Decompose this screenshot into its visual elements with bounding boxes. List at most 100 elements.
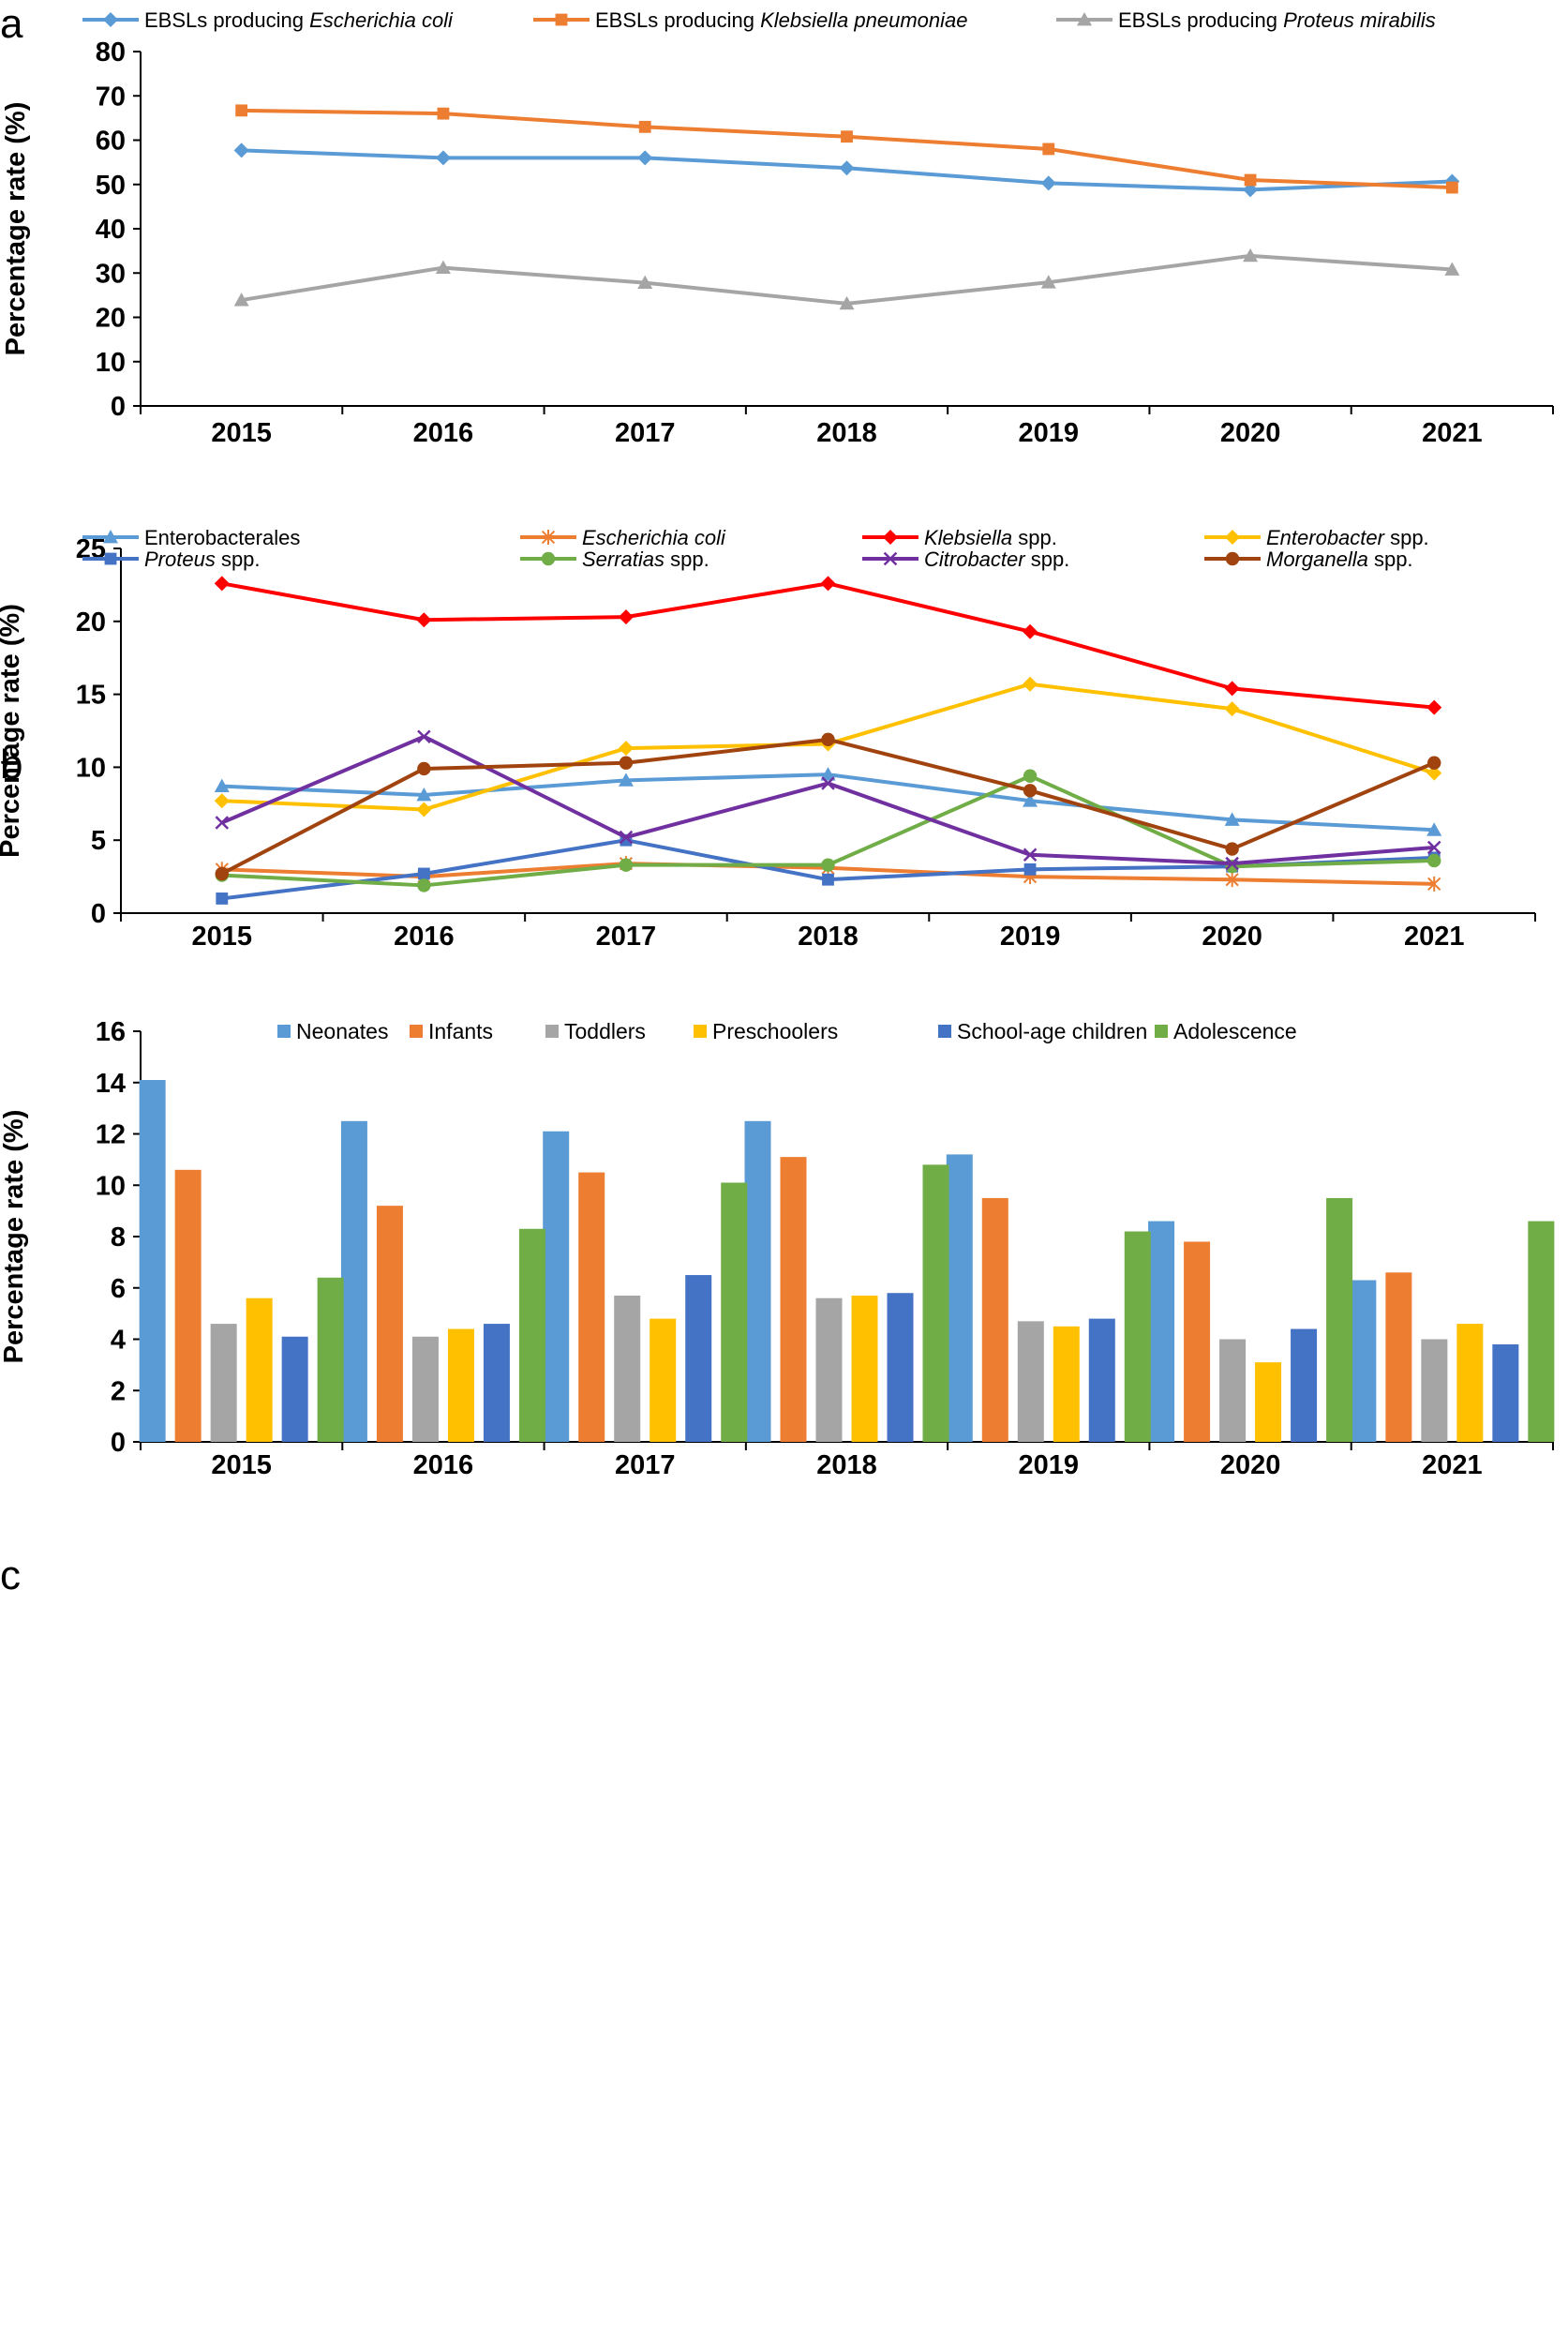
y-tick-label: 6	[111, 1274, 126, 1304]
legend-label-text: EBSLs producing	[144, 8, 309, 32]
y-axis-title: Percentage rate (%)	[1, 102, 31, 356]
legend-label: Infants	[428, 1019, 493, 1043]
legend-marker	[883, 530, 898, 545]
data-point	[417, 761, 431, 776]
series-klebsiella-spp	[214, 576, 1442, 715]
x-tick-label: 2015	[211, 1450, 272, 1480]
data-point	[214, 576, 230, 592]
legend-label: Toddlers	[564, 1019, 646, 1043]
data-point	[1224, 812, 1240, 826]
x-tick-label: 2021	[1404, 922, 1465, 952]
legend-item: School-age children	[938, 1019, 1147, 1043]
bar	[210, 1324, 237, 1442]
legend-label-italic: Proteus	[144, 548, 216, 571]
y-tick-label: 20	[76, 608, 106, 638]
bar	[946, 1154, 973, 1442]
bar	[815, 1298, 843, 1442]
bar	[981, 1197, 1008, 1442]
panel-label-c: c	[0, 1552, 21, 1598]
legend-item: Adolescence	[1155, 1019, 1297, 1043]
data-point	[417, 867, 430, 880]
legend-label: Serratias spp.	[582, 548, 709, 571]
y-tick-label: 12	[96, 1120, 126, 1150]
bar	[174, 1169, 202, 1442]
y-tick-label: 10	[96, 1171, 126, 1201]
legend-item: Klebsiella spp.	[862, 526, 1057, 549]
legend-label: EBSLs producing Escherichia coli	[144, 8, 454, 32]
y-axis-title: Percentage rate (%)	[0, 604, 25, 858]
y-tick-label: 0	[111, 392, 126, 422]
bar	[851, 1295, 878, 1442]
data-point	[1427, 756, 1441, 770]
legend-item: EBSLs producing Proteus mirabilis	[1056, 8, 1436, 32]
bar	[1148, 1221, 1175, 1442]
y-tick-label: 8	[111, 1222, 126, 1252]
legend-swatch	[694, 1025, 707, 1038]
legend-label-italic: Enterobacter	[1266, 526, 1386, 549]
bar	[1492, 1343, 1519, 1442]
data-point	[1225, 842, 1239, 856]
x-tick-label: 2018	[816, 418, 877, 448]
data-point-stroke	[1023, 848, 1038, 862]
x-tick-label: 2016	[413, 418, 474, 448]
x-tick-label: 2020	[1220, 1450, 1281, 1480]
data-point	[214, 793, 230, 809]
panel-label-b: b	[0, 742, 22, 788]
data-point	[1023, 793, 1038, 807]
data-point	[1023, 623, 1038, 639]
data-point	[435, 260, 451, 274]
series-proteus-mirabilis	[233, 248, 1460, 310]
data-point	[839, 295, 855, 310]
legend-swatch	[545, 1025, 559, 1038]
data-point-stroke	[1225, 856, 1239, 871]
bar	[1326, 1197, 1353, 1442]
bar	[1255, 1362, 1282, 1442]
bar	[650, 1318, 677, 1442]
legend-marker	[541, 551, 556, 566]
x-tick-label: 2016	[413, 1450, 474, 1480]
legend-item: Proteus spp.	[82, 548, 261, 571]
x-tick-label: 2019	[1019, 1450, 1080, 1480]
legend-swatch	[410, 1025, 423, 1038]
data-point	[1224, 681, 1240, 697]
data-point	[1444, 262, 1460, 276]
legend-label-text: EBSLs producing	[595, 8, 760, 32]
x-tick-label: 2019	[1019, 418, 1080, 448]
y-tick-label: 10	[96, 348, 126, 378]
bar	[1088, 1318, 1115, 1442]
bar	[1184, 1241, 1211, 1442]
legend-label-italic: Klebsiella pneumoniae	[760, 8, 967, 32]
bar	[1421, 1339, 1448, 1442]
bar	[317, 1277, 344, 1442]
legend-item: EBSLs producing Klebsiella pneumoniae	[533, 8, 967, 32]
data-point	[416, 787, 432, 802]
bar	[1053, 1326, 1080, 1442]
bar	[518, 1228, 545, 1442]
legend-label: Klebsiella spp.	[924, 526, 1057, 549]
series-klebsiella-pneumoniae	[235, 104, 1458, 194]
chart-panel-c: 0 2 4 6 8 10 12 14 16 2015 2016 2017 2018 2019 2020 202…	[0, 1017, 1555, 1480]
data-point	[822, 873, 834, 886]
legend-label: Citrobacter spp.	[924, 548, 1069, 571]
legend-marker-stroke	[883, 551, 898, 566]
bar	[281, 1336, 308, 1442]
y-tick-label: 10	[76, 753, 106, 783]
data-point	[1426, 765, 1442, 781]
legend-marker	[555, 13, 568, 26]
data-point	[416, 802, 432, 818]
y-tick-label: 70	[96, 82, 126, 112]
legend-label-text: spp.	[1368, 548, 1413, 571]
legend-label-text: spp.	[1025, 548, 1070, 571]
y-tick-label: 15	[76, 681, 106, 711]
legend-label: Preschoolers	[712, 1019, 838, 1043]
legend-label: EBSLs producing Proteus mirabilis	[1118, 8, 1436, 32]
legend-label: Neonates	[296, 1019, 388, 1043]
bar	[1124, 1231, 1151, 1442]
legend-item: Preschoolers	[694, 1019, 838, 1043]
series-enterobacterales	[214, 767, 1442, 836]
legend-marker	[541, 530, 556, 545]
x-tick-label: 2018	[798, 922, 859, 952]
legend-marker	[103, 12, 118, 27]
legend-label: Enterobacter spp.	[1266, 526, 1429, 549]
